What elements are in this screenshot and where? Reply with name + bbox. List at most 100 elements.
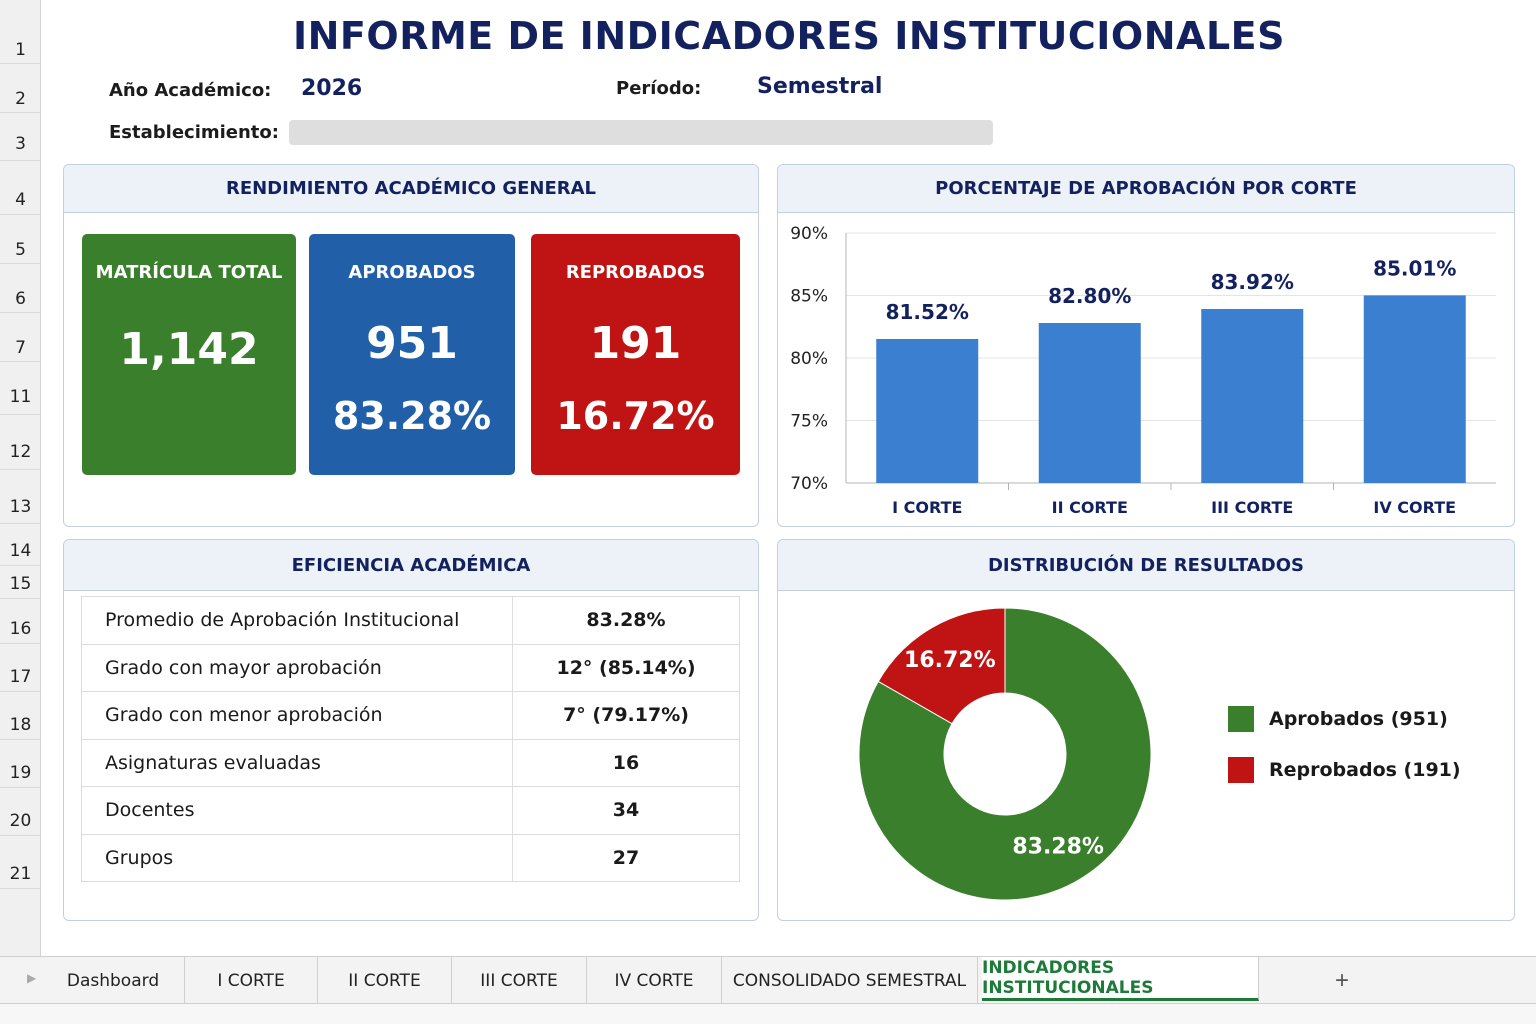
row-divider xyxy=(0,643,41,644)
row-divider xyxy=(0,63,41,64)
table-row[interactable]: Grupos 27 xyxy=(81,833,740,882)
legend-reprobados: Reprobados (191) xyxy=(1228,757,1461,783)
tab-i-corte[interactable]: I CORTE xyxy=(185,957,318,1004)
metric-label: Promedio de Aprobación Institucional xyxy=(81,596,513,645)
row-divider xyxy=(0,469,41,470)
y-tick-label: 85% xyxy=(790,287,828,307)
x-category-label: III CORTE xyxy=(1211,498,1293,517)
donut-slice xyxy=(858,607,1152,901)
donut-data-label: 16.72% xyxy=(904,648,996,673)
donut-slice xyxy=(877,607,1006,725)
distribucion-panel-title: DISTRIBUCIÓN DE RESULTADOS xyxy=(778,540,1514,591)
metric-value: 83.28% xyxy=(512,596,740,645)
tab-iii-corte[interactable]: III CORTE xyxy=(452,957,587,1004)
row-divider xyxy=(0,835,41,836)
metric-label: Asignaturas evaluadas xyxy=(81,738,513,787)
legend-swatch-reprobados xyxy=(1228,757,1254,783)
row-header[interactable]: 3 xyxy=(15,134,26,154)
metric-label: Grupos xyxy=(81,833,513,882)
row-header[interactable]: 14 xyxy=(9,541,32,561)
eficiencia-table: Promedio de Aprobación Institucional 83.2… xyxy=(81,596,740,882)
tab-consolidado-semestral[interactable]: CONSOLIDADO SEMESTRAL xyxy=(722,957,978,1004)
matricula-value: 1,142 xyxy=(119,324,259,375)
aprobados-card: APROBADOS 951 83.28% xyxy=(309,234,515,475)
row-header[interactable]: 4 xyxy=(15,190,26,210)
establishment-field[interactable] xyxy=(289,120,993,145)
row-header[interactable]: 19 xyxy=(9,763,32,783)
y-tick-label: 70% xyxy=(790,474,828,494)
bar-data-label: 82.80% xyxy=(1048,284,1131,308)
bar xyxy=(1038,323,1141,483)
metric-value: 7° (79.17%) xyxy=(512,691,740,740)
row-header[interactable]: 5 xyxy=(15,240,26,260)
matricula-label: MATRÍCULA TOTAL xyxy=(95,262,283,283)
row-header[interactable]: 12 xyxy=(9,442,32,462)
metric-label: Docentes xyxy=(81,786,513,835)
bar-data-label: 83.92% xyxy=(1211,270,1294,294)
legend-aprobados: Aprobados (951) xyxy=(1228,706,1448,732)
legend-label: Aprobados (951) xyxy=(1269,708,1448,730)
metric-value: 16 xyxy=(512,738,740,787)
period-label: Período: xyxy=(616,78,702,99)
metric-value: 12° (85.14%) xyxy=(512,643,740,692)
aprobados-label: APROBADOS xyxy=(348,262,476,283)
row-divider xyxy=(0,598,41,599)
row-header[interactable]: 16 xyxy=(9,619,32,639)
row-header[interactable]: 18 xyxy=(9,715,32,735)
row-divider xyxy=(0,312,41,313)
reprobados-card: REPROBADOS 191 16.72% xyxy=(531,234,740,475)
row-header[interactable]: 11 xyxy=(9,387,32,407)
row-divider xyxy=(0,214,41,215)
row-header[interactable]: 1 xyxy=(15,40,26,60)
row-divider xyxy=(0,888,41,889)
row-divider xyxy=(0,565,41,566)
rendimiento-panel-title: RENDIMIENTO ACADÉMICO GENERAL xyxy=(64,165,758,213)
tab-dashboard[interactable]: Dashboard xyxy=(42,957,185,1004)
row-divider xyxy=(0,523,41,524)
table-row[interactable]: Docentes 34 xyxy=(81,786,740,835)
year-value[interactable]: 2026 xyxy=(301,76,363,101)
table-row[interactable]: Promedio de Aprobación Institucional 83.2… xyxy=(81,596,740,645)
row-header[interactable]: 17 xyxy=(9,667,32,687)
bar-data-label: 81.52% xyxy=(886,300,969,324)
row-divider xyxy=(0,787,41,788)
establishment-label: Establecimiento: xyxy=(109,122,279,143)
row-divider xyxy=(0,361,41,362)
aprobacion-bar-chart[interactable]: 70% 75% 80% 85% 90% 81.52% I CORTE 82.80% II COR… xyxy=(778,213,1515,526)
table-row[interactable]: Grado con menor aprobación 7° (79.17%) xyxy=(81,691,740,740)
row-divider xyxy=(0,739,41,740)
bar xyxy=(1363,295,1466,483)
table-row[interactable]: Grado con mayor aprobación 12° (85.14%) xyxy=(81,643,740,692)
x-category-label: IV CORTE xyxy=(1373,498,1456,517)
table-row[interactable]: Asignaturas evaluadas 16 xyxy=(81,738,740,787)
row-header[interactable]: 2 xyxy=(15,89,26,109)
metric-label: Grado con mayor aprobación xyxy=(81,643,513,692)
row-header[interactable]: 20 xyxy=(9,811,32,831)
aprobacion-panel-title: PORCENTAJE DE APROBACIÓN POR CORTE xyxy=(778,165,1514,213)
period-value[interactable]: Semestral xyxy=(757,74,883,99)
tab-indicadores-institucionales[interactable]: INDICADORES INSTITUCIONALES xyxy=(982,957,1259,1001)
y-tick-label: 75% xyxy=(790,412,828,432)
row-header[interactable]: 13 xyxy=(9,497,32,517)
row-header[interactable]: 6 xyxy=(15,289,26,309)
donut-data-label: 83.28% xyxy=(1012,835,1104,860)
row-header[interactable]: 21 xyxy=(9,864,32,884)
distribucion-panel: DISTRIBUCIÓN DE RESULTADOS 83.28% 16.72% … xyxy=(777,539,1515,921)
y-tick-label: 80% xyxy=(790,349,828,369)
legend-label: Reprobados (191) xyxy=(1269,759,1461,781)
distribucion-donut-chart[interactable]: 83.28% 16.72% xyxy=(778,591,1178,921)
row-header[interactable]: 7 xyxy=(15,338,26,358)
add-sheet-button[interactable]: + xyxy=(1334,966,1349,994)
tab-iv-corte[interactable]: IV CORTE xyxy=(587,957,722,1004)
tab-ii-corte[interactable]: II CORTE xyxy=(318,957,452,1004)
tab-scroll-arrow-icon[interactable]: ▶ xyxy=(27,971,37,985)
row-header[interactable]: 15 xyxy=(9,574,32,594)
report-title: INFORME DE INDICADORES INSTITUCIONALES xyxy=(292,14,1285,58)
sheet-tab-bar: ▶ Dashboard I CORTE II CORTE III CORTE I… xyxy=(0,956,1536,1004)
matricula-card: MATRÍCULA TOTAL 1,142 xyxy=(82,234,296,475)
reprobados-value: 191 xyxy=(589,318,682,369)
x-category-label: I CORTE xyxy=(892,498,962,517)
aprobados-value: 951 xyxy=(366,318,458,369)
legend-swatch-aprobados xyxy=(1228,706,1254,732)
row-divider xyxy=(0,112,41,113)
